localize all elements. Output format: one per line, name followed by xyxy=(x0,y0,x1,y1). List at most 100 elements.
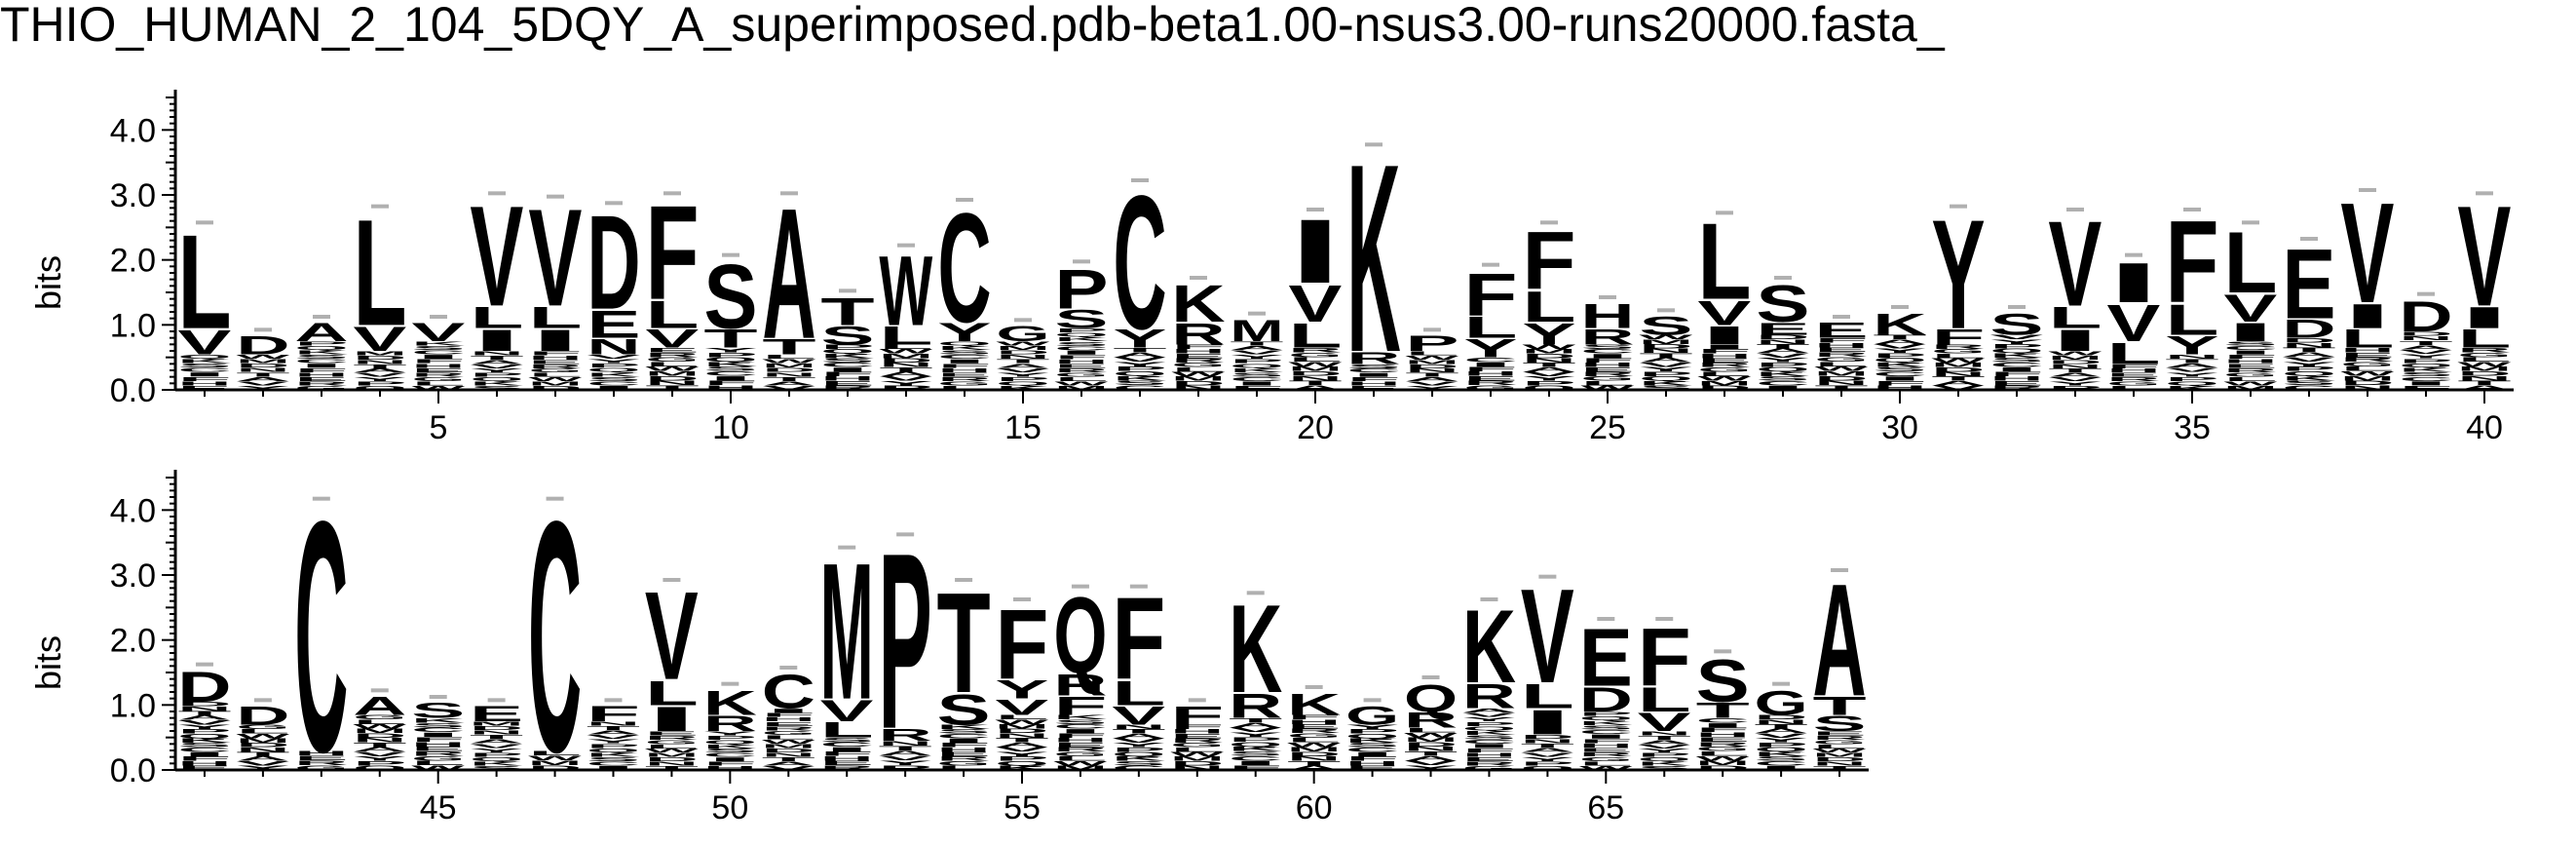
logo-letter-K: K xyxy=(1229,579,1282,719)
error-bar xyxy=(2183,208,2201,211)
y-tick-label: 1.0 xyxy=(110,307,156,344)
error-bar xyxy=(1306,685,1323,689)
logo-letter-V: V xyxy=(411,318,465,347)
error-bar xyxy=(1072,585,1089,589)
y-tick-label: 1.0 xyxy=(110,687,156,724)
logo-letter-T: T xyxy=(937,563,991,723)
logo-letter-E: E xyxy=(1579,611,1633,704)
error-bar xyxy=(2125,253,2142,257)
logo-letter-Y: Y xyxy=(1931,187,1985,361)
error-bar xyxy=(1422,675,1440,679)
error-bar xyxy=(1833,315,1850,319)
logo-letter-V: V xyxy=(470,176,523,336)
error-bar xyxy=(1831,568,1848,572)
y-tick-label: 4.0 xyxy=(110,492,156,529)
logo-letter-F: F xyxy=(645,177,699,327)
error-bar xyxy=(896,532,914,536)
logo-letter-E: E xyxy=(2282,228,2335,339)
logo-letter-D: D xyxy=(587,187,640,338)
x-tick-label: 25 xyxy=(1589,409,1626,446)
error-bar xyxy=(547,195,564,199)
error-bar xyxy=(1365,142,1383,146)
error-bar xyxy=(1950,205,1967,209)
error-bar xyxy=(1540,220,1558,224)
error-bar xyxy=(956,198,973,202)
error-bar xyxy=(604,698,622,702)
logo-letter-L: L xyxy=(353,188,406,358)
logo-letter-K: K xyxy=(1171,274,1225,332)
error-bar xyxy=(2242,220,2259,224)
logo-letter-W: W xyxy=(879,235,932,346)
logo-letter-V: V xyxy=(1521,561,1574,711)
error-bar xyxy=(663,191,681,195)
logo-letter-M: M xyxy=(820,521,874,740)
logo-letter-C: C xyxy=(528,452,582,821)
x-tick-label: 10 xyxy=(712,409,749,446)
logo-letter-F: F xyxy=(587,702,640,726)
error-bar xyxy=(722,253,739,257)
error-bar xyxy=(1597,617,1614,621)
error-bar xyxy=(955,578,972,582)
y-tick-label: 3.0 xyxy=(110,557,156,595)
error-bar xyxy=(1891,305,1909,309)
error-bar xyxy=(1013,597,1031,601)
error-bar xyxy=(2417,292,2435,296)
logo-letter-P: P xyxy=(1405,331,1458,356)
logo-letter-S: S xyxy=(411,698,465,722)
error-bar xyxy=(254,698,272,702)
error-bar xyxy=(1655,617,1673,621)
error-bar xyxy=(430,695,447,699)
error-bar xyxy=(1538,575,1556,579)
error-bar xyxy=(779,666,797,670)
logo-letter-A: A xyxy=(353,692,406,721)
logo-letter-F: F xyxy=(1522,214,1575,307)
y-axis-label: bits xyxy=(28,255,68,310)
error-bar xyxy=(2066,208,2084,211)
error-bar xyxy=(1423,327,1441,331)
logo-letter-S: S xyxy=(1639,311,1692,340)
error-bar xyxy=(1772,682,1790,686)
x-tick-label: 45 xyxy=(420,789,457,826)
error-bar xyxy=(371,205,389,209)
logo-letter-S: S xyxy=(1989,307,2043,341)
logo-letter-D: D xyxy=(236,331,289,361)
logo-letter-S: S xyxy=(1756,275,1809,333)
logo-letter-F: F xyxy=(995,590,1048,700)
logo-letter-C: C xyxy=(294,452,348,821)
logo-letter-F: F xyxy=(1112,574,1165,704)
logo-letter-H: H xyxy=(1580,296,1634,335)
x-tick-label: 15 xyxy=(1004,409,1042,446)
error-bar xyxy=(1247,591,1265,595)
logo-letter-F: F xyxy=(1170,702,1224,731)
logo-letter-K: K xyxy=(1287,688,1341,722)
logo-letter-C: C xyxy=(937,180,991,356)
x-tick-label: 65 xyxy=(1587,789,1624,826)
logo-letter-S: S xyxy=(1696,647,1750,715)
logo-letter-K: K xyxy=(1346,108,1400,408)
error-bar xyxy=(2476,191,2493,195)
logo-letter-G: G xyxy=(996,322,1049,346)
logo-letter-Q: Q xyxy=(1404,677,1458,720)
logo-letter-E: E xyxy=(470,702,523,726)
y-axis-label: bits xyxy=(28,635,68,690)
logo-letter-F: F xyxy=(1638,611,1691,704)
logo-letter-K: K xyxy=(703,683,757,722)
y-tick-label: 0.0 xyxy=(110,752,156,789)
error-bar xyxy=(663,578,680,582)
error-bar xyxy=(838,546,855,550)
error-bar xyxy=(1131,178,1149,182)
error-bar xyxy=(1248,312,1266,316)
logo-letter-K: K xyxy=(1462,588,1516,705)
error-bar xyxy=(488,191,506,195)
logo-letter-G: G xyxy=(1755,683,1808,722)
logo-letter-K: K xyxy=(1873,308,1926,342)
error-bar xyxy=(1364,698,1382,702)
x-tick-label: 50 xyxy=(711,789,748,826)
error-bar xyxy=(488,698,506,702)
logo-letter-G: G xyxy=(1345,702,1399,730)
logo-letter-Q: Q xyxy=(1053,575,1107,696)
logo-letter-V: V xyxy=(2048,196,2102,331)
logo-letter-M: M xyxy=(1230,314,1283,348)
error-bar xyxy=(313,315,330,319)
